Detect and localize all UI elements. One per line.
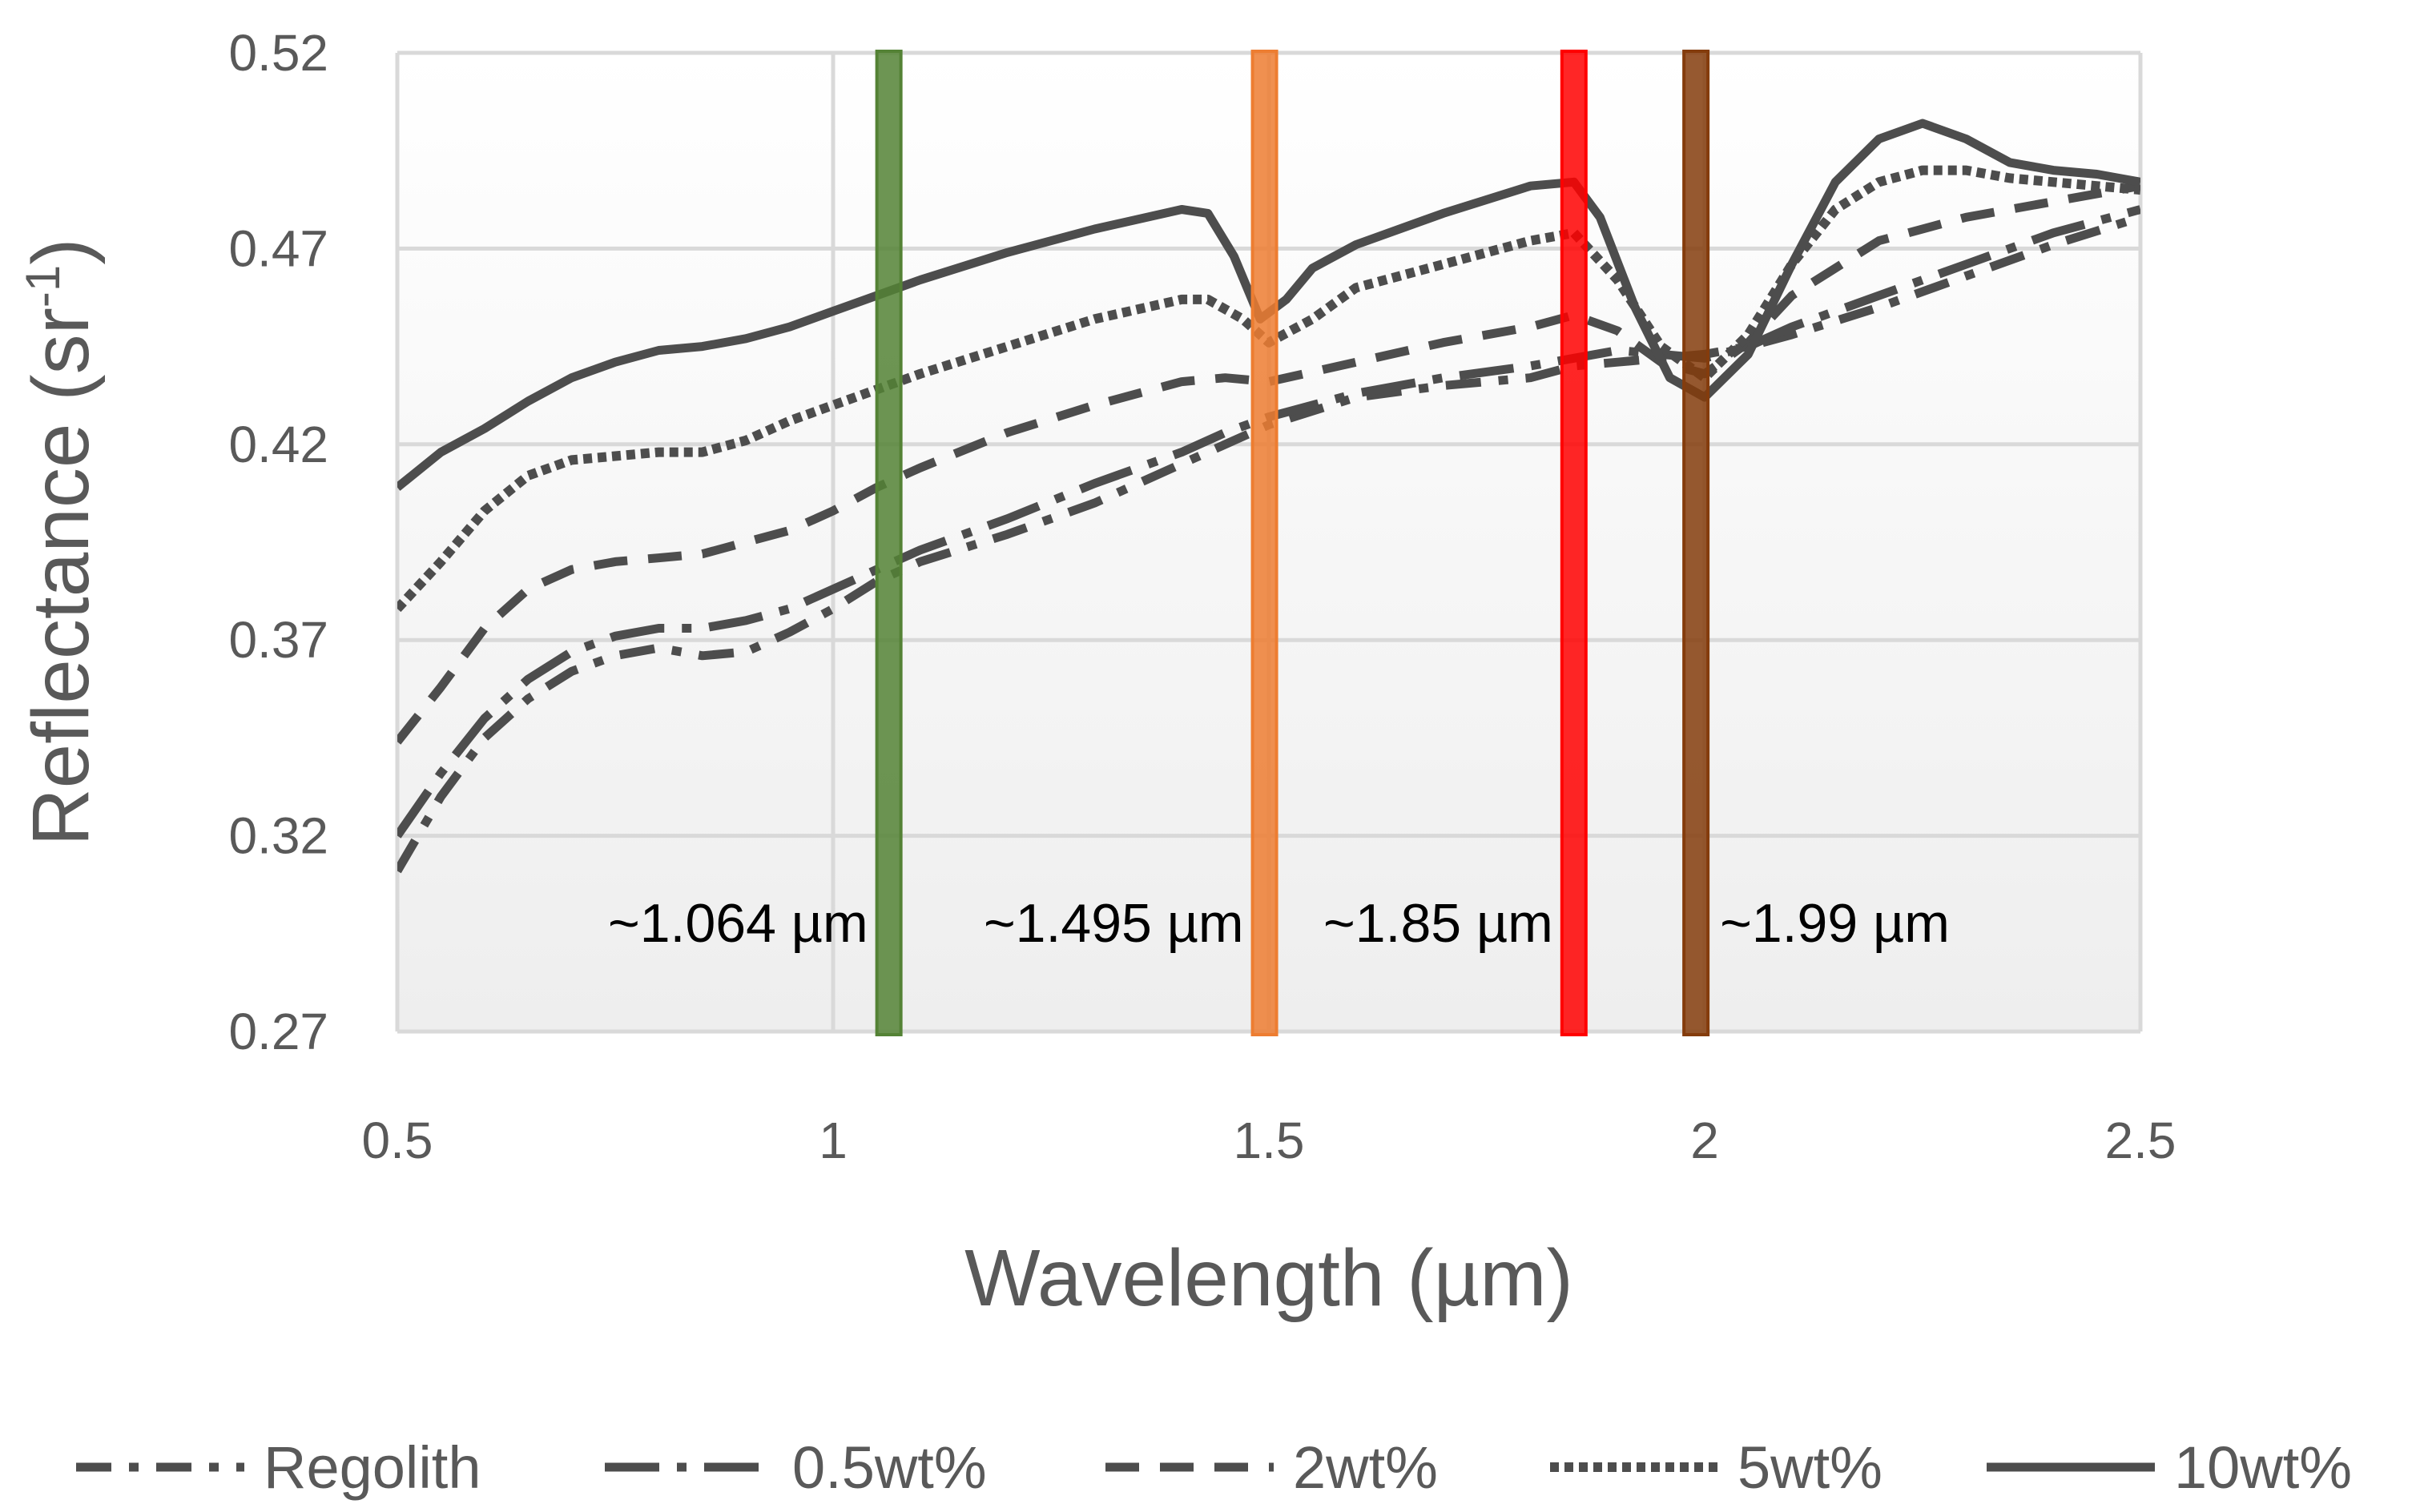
- x-tick-label: 1: [819, 1112, 848, 1169]
- y-axis-title: Reflectance (sr-1): [16, 238, 106, 846]
- y-tick-label: 0.42: [228, 416, 328, 473]
- y-tick-label: 0.32: [228, 807, 328, 865]
- legend-label: 5wt%: [1738, 1434, 1882, 1501]
- band-label: ~1.99 µm: [1720, 893, 1950, 954]
- band-marker: [1682, 50, 1710, 1036]
- band-marker: [1560, 50, 1588, 1036]
- band-label: ~1.85 µm: [1323, 893, 1553, 954]
- legend-label: 0.5wt%: [792, 1434, 987, 1501]
- x-tick-label: 0.5: [362, 1112, 433, 1169]
- y-tick-label: 0.47: [228, 219, 328, 277]
- band-marker: [1250, 50, 1278, 1036]
- y-tick-label: 0.52: [228, 24, 328, 82]
- x-axis-title: Wavelength (µm): [964, 1233, 1573, 1323]
- wavelength-bands: [875, 50, 1710, 1036]
- band-marker: [875, 50, 903, 1036]
- series-line-0-5wt-: [397, 205, 2140, 838]
- band-label: ~1.495 µm: [984, 893, 1244, 954]
- x-axis-ticks: 0.5 1 1.5 2 2.5: [362, 1112, 2176, 1169]
- legend-label: 2wt%: [1293, 1434, 1438, 1501]
- y-axis-title-main: Reflectance (sr: [16, 308, 106, 846]
- legend-label: Regolith: [264, 1434, 481, 1501]
- series-line-10wt-: [397, 119, 2140, 491]
- x-tick-label: 2: [1690, 1112, 1719, 1169]
- legend-label: 10wt%: [2174, 1434, 2352, 1501]
- band-label: ~1.064 µm: [608, 893, 868, 954]
- band-annotations: ~1.064 µm ~1.495 µm ~1.85 µm ~1.99 µm: [608, 893, 1950, 954]
- y-tick-label: 0.27: [228, 1003, 328, 1060]
- y-axis-ticks: 0.27 0.32 0.37 0.42 0.47 0.52: [228, 24, 328, 1060]
- x-tick-label: 2.5: [2105, 1112, 2176, 1169]
- series-line-2wt-: [397, 181, 2140, 745]
- legend: Regolith 0.5wt% 2wt% 5wt% 10wt%: [76, 1434, 2352, 1501]
- y-tick-label: 0.37: [228, 611, 328, 669]
- y-axis-title-close: ): [16, 238, 106, 264]
- y-axis-title-sup: -1: [16, 265, 70, 308]
- x-tick-label: 1.5: [1234, 1112, 1305, 1169]
